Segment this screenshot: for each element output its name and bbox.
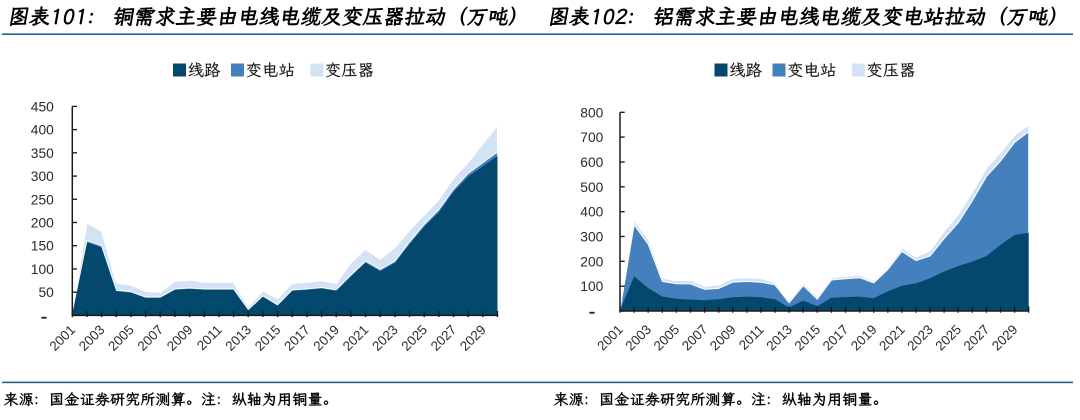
svg-text:350: 350 (31, 146, 54, 161)
svg-text:700: 700 (580, 130, 603, 145)
svg-text:600: 600 (580, 155, 603, 170)
svg-text:400: 400 (580, 205, 603, 220)
svg-text:300: 300 (31, 169, 54, 184)
svg-text:100: 100 (31, 262, 54, 277)
svg-text:450: 450 (31, 99, 54, 114)
svg-text:500: 500 (580, 180, 603, 195)
svg-text:300: 300 (580, 230, 603, 245)
svg-text:250: 250 (31, 192, 54, 207)
svg-text:400: 400 (31, 123, 54, 138)
svg-text:50: 50 (38, 285, 54, 300)
svg-text:800: 800 (580, 105, 603, 120)
svg-text:200: 200 (580, 254, 603, 269)
svg-text:200: 200 (31, 216, 54, 231)
svg-text:100: 100 (580, 279, 603, 294)
svg-text:150: 150 (31, 239, 54, 254)
